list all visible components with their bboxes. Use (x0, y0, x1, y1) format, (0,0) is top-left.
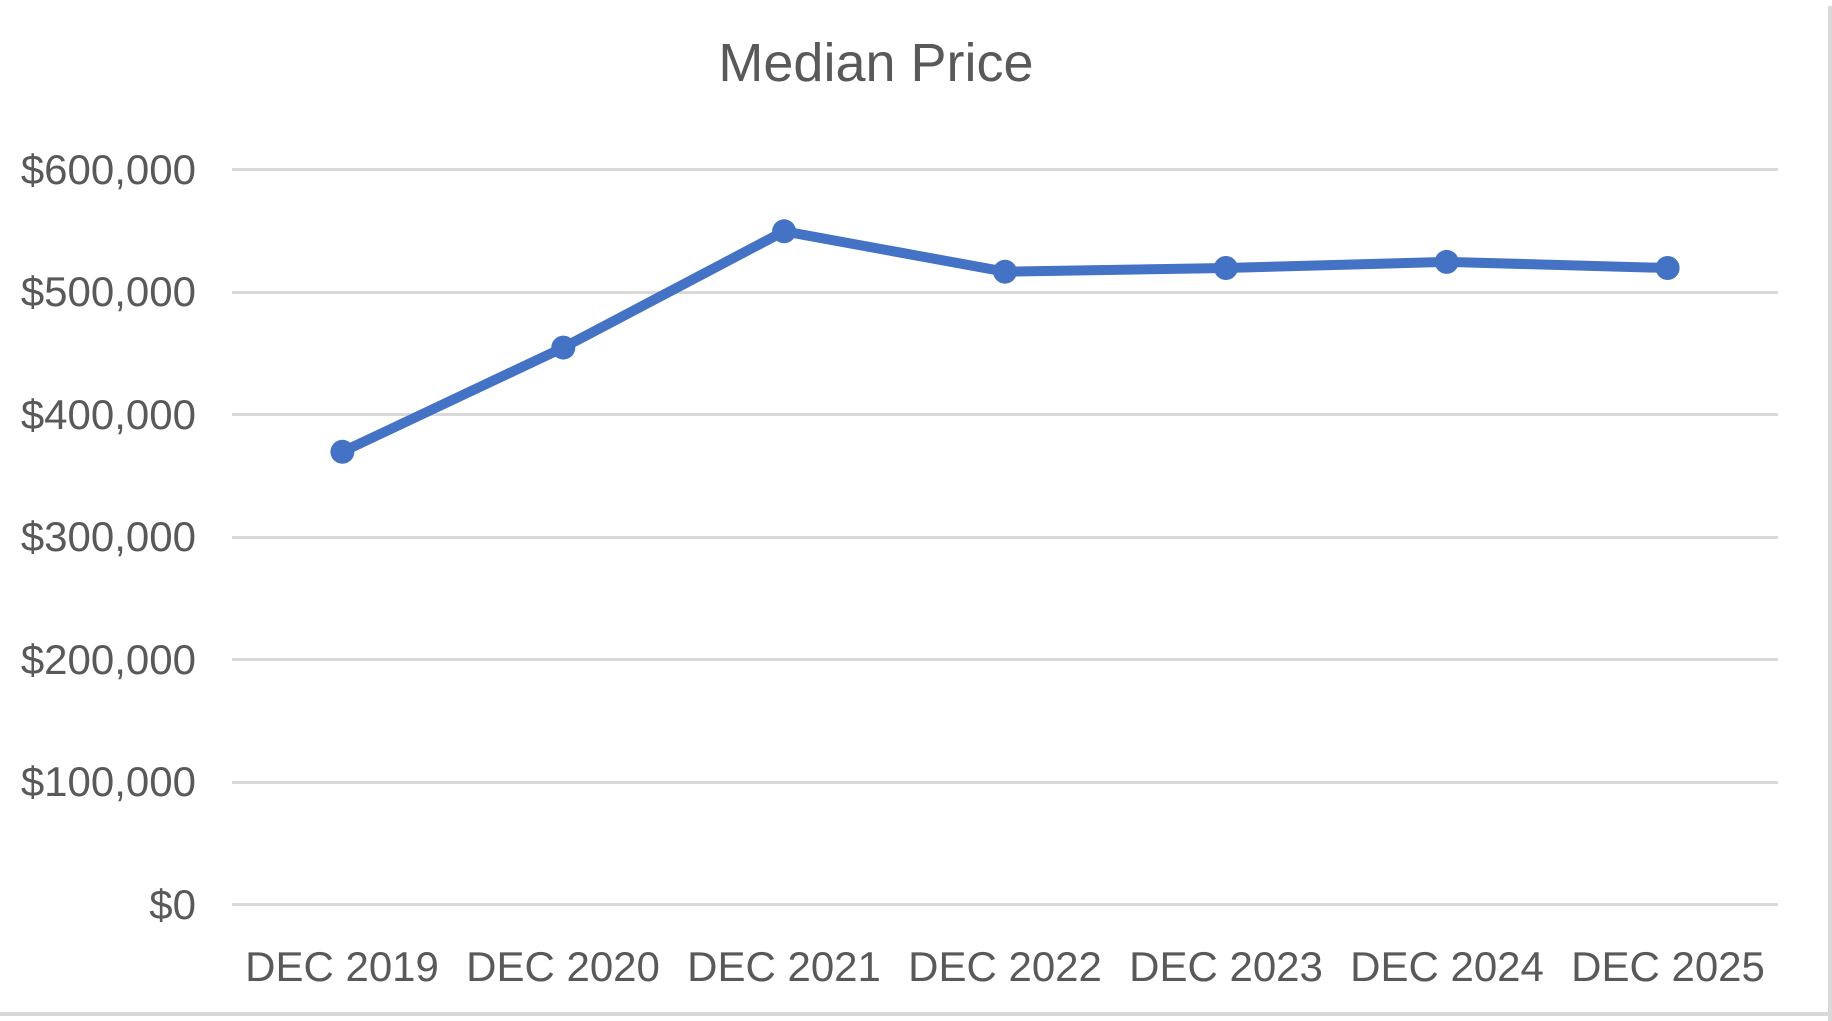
data-point-marker (330, 439, 355, 464)
y-axis-tick-label: $100,000 (20, 758, 196, 805)
data-point-marker (1434, 249, 1459, 274)
gridline (232, 291, 1778, 294)
data-point-marker (993, 259, 1017, 284)
x-axis-tick-label: DEC 2019 (245, 943, 439, 990)
y-axis-tick-label: $200,000 (20, 636, 196, 683)
y-axis-tick-label: $300,000 (20, 513, 196, 560)
gridline (232, 903, 1778, 906)
y-axis-tick-label: $600,000 (20, 146, 196, 193)
x-axis-tick-label: DEC 2020 (466, 943, 660, 990)
y-axis-tick-label: $0 (149, 881, 196, 928)
gridline (232, 536, 1778, 539)
x-axis-tick-label: DEC 2022 (908, 943, 1102, 990)
x-axis-tick-label: DEC 2021 (687, 943, 881, 990)
y-axis-tick-label: $400,000 (20, 391, 196, 438)
gridline (232, 658, 1778, 661)
gridline (232, 413, 1778, 416)
frame-border-bottom (0, 1012, 1832, 1016)
x-axis-tick-label: DEC 2024 (1350, 943, 1544, 990)
gridline (232, 781, 1778, 784)
data-point-marker (1213, 256, 1238, 280)
data-point-marker (1655, 256, 1680, 280)
chart-title: Median Price (718, 33, 1034, 93)
gridline (232, 168, 1778, 171)
x-axis-tick-label: DEC 2023 (1129, 943, 1323, 990)
data-point-marker (772, 219, 797, 244)
data-point-marker (551, 335, 576, 360)
frame-border-right (1828, 6, 1832, 1021)
y-axis-tick-label: $500,000 (20, 268, 196, 315)
x-axis-tick-label: DEC 2025 (1571, 943, 1765, 990)
